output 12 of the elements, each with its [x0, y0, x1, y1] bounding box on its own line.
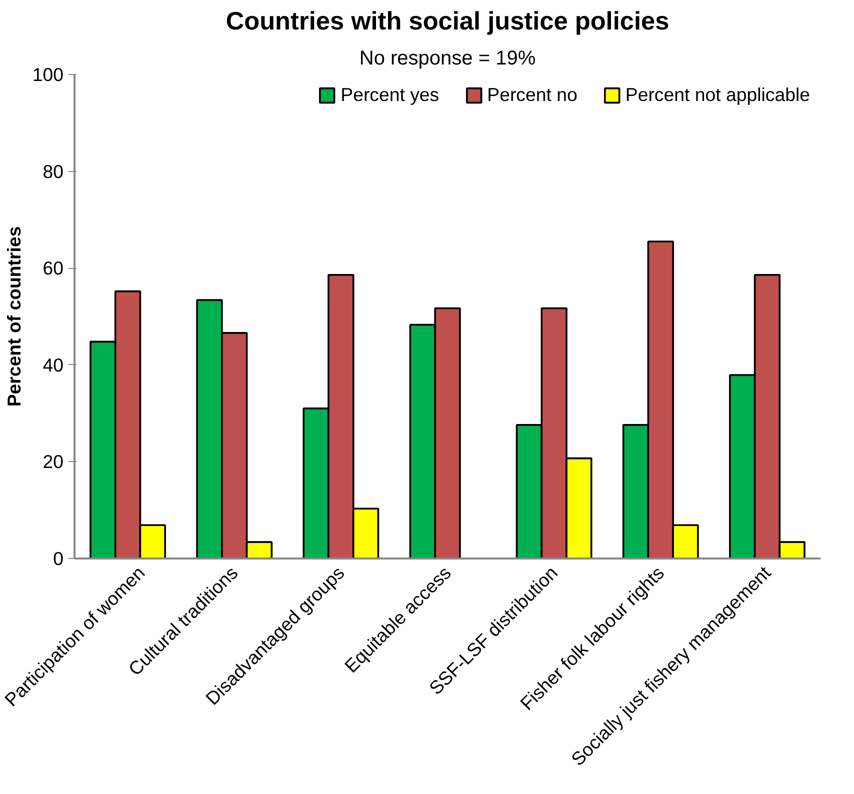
y-tick-label: 20 [42, 451, 64, 472]
y-tick-label: 40 [42, 354, 64, 376]
y-tick-label: 100 [32, 64, 64, 85]
y-axis-title: Percent of countries [3, 226, 24, 407]
y-tick-label: 0 [53, 548, 64, 569]
legend-label: Percent no [487, 84, 578, 106]
legend-label: Percent not applicable [625, 84, 810, 106]
chart-title: Countries with social justice policies [226, 8, 670, 36]
chart-subtitle: No response = 19% [359, 48, 536, 70]
y-tick-label: 80 [42, 160, 64, 182]
legend-label: Percent yes [340, 84, 440, 106]
y-tick-label: 60 [42, 258, 64, 279]
